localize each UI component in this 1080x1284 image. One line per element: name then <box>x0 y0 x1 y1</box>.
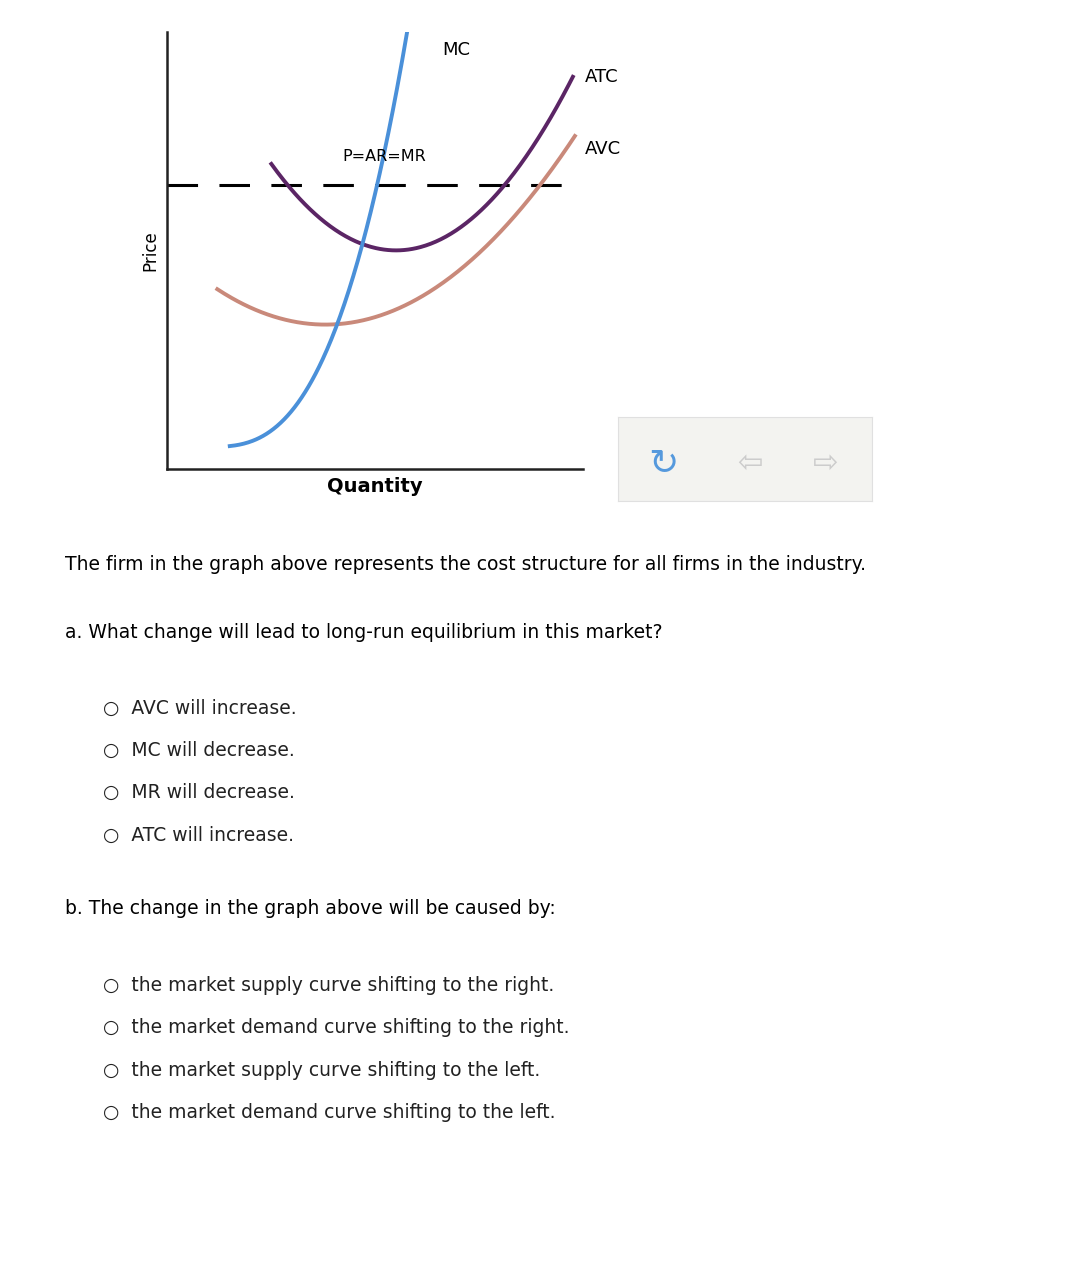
Text: b. The change in the graph above will be caused by:: b. The change in the graph above will be… <box>65 899 555 918</box>
Text: ○  AVC will increase.: ○ AVC will increase. <box>103 698 296 718</box>
Text: ○  ATC will increase.: ○ ATC will increase. <box>103 826 294 845</box>
Text: The firm in the graph above represents the cost structure for all firms in the i: The firm in the graph above represents t… <box>65 555 866 574</box>
Text: MC: MC <box>442 41 470 59</box>
Text: a. What change will lead to long-run equilibrium in this market?: a. What change will lead to long-run equ… <box>65 623 662 642</box>
Text: ATC: ATC <box>585 68 619 86</box>
Text: ○  MC will decrease.: ○ MC will decrease. <box>103 741 295 760</box>
Text: ○  the market demand curve shifting to the right.: ○ the market demand curve shifting to th… <box>103 1018 569 1037</box>
Text: ○  the market supply curve shifting to the right.: ○ the market supply curve shifting to th… <box>103 976 554 995</box>
Text: ↻: ↻ <box>648 447 678 480</box>
Y-axis label: Price: Price <box>141 230 159 271</box>
Text: ○  the market demand curve shifting to the left.: ○ the market demand curve shifting to th… <box>103 1103 555 1122</box>
Text: ○  the market supply curve shifting to the left.: ○ the market supply curve shifting to th… <box>103 1061 540 1080</box>
Text: P=AR=MR: P=AR=MR <box>342 149 426 164</box>
Text: ⇦: ⇦ <box>737 448 762 478</box>
Text: ○  MR will decrease.: ○ MR will decrease. <box>103 783 295 802</box>
Text: AVC: AVC <box>585 140 621 158</box>
X-axis label: Quantity: Quantity <box>327 476 423 496</box>
Text: ⇨: ⇨ <box>813 448 839 478</box>
